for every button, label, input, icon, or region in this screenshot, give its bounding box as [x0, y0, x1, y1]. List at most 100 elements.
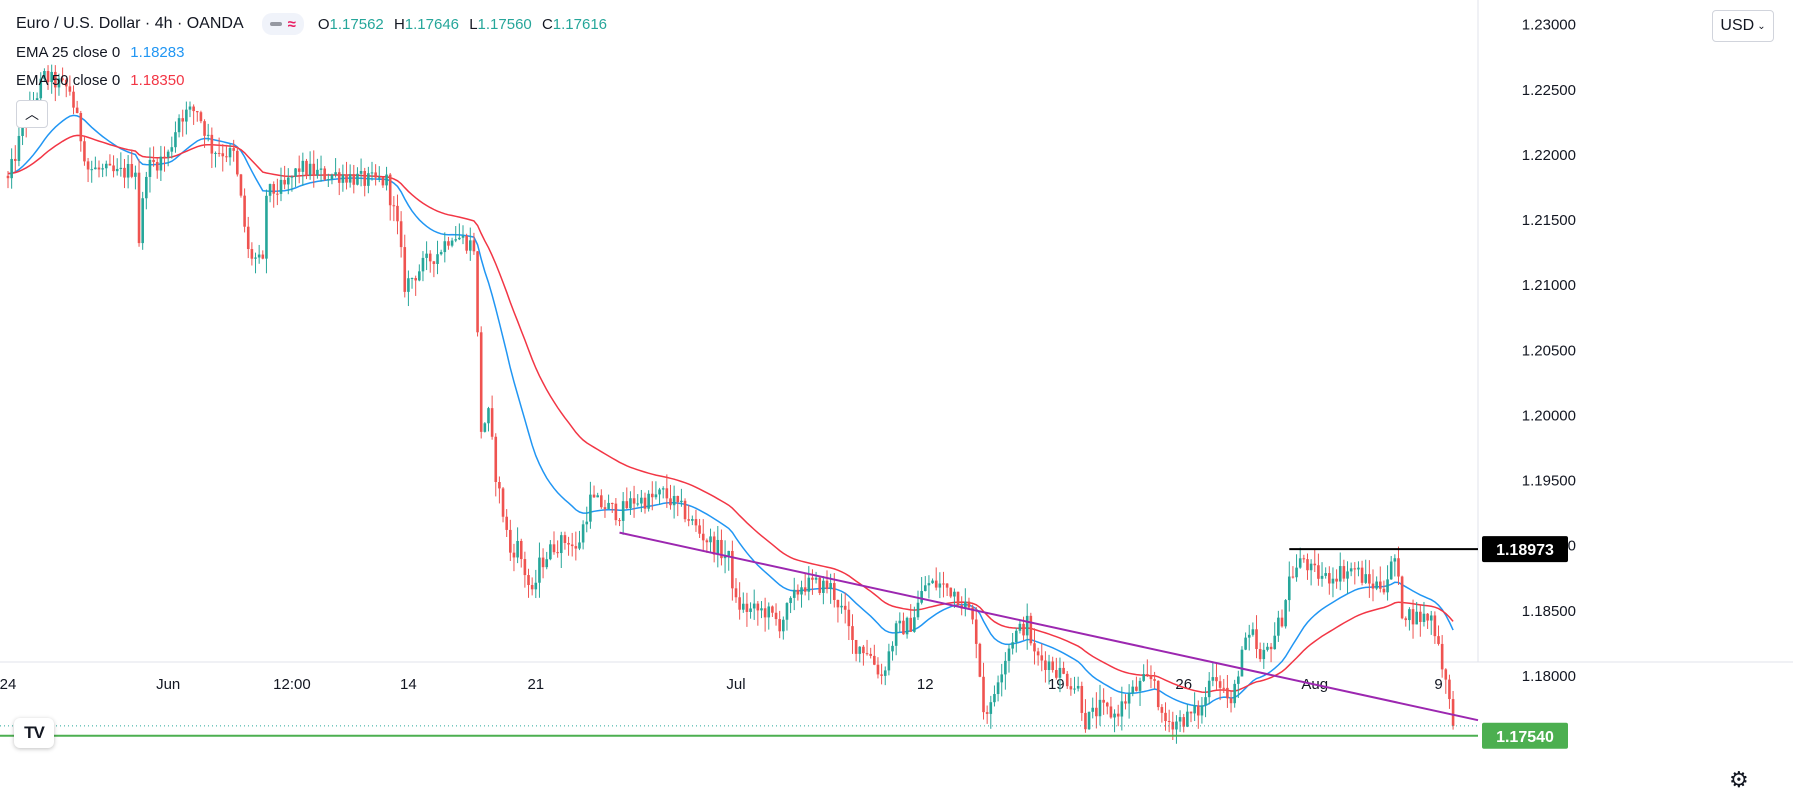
candle-body[interactable] [1073, 688, 1076, 690]
candle-body[interactable] [1160, 707, 1164, 713]
candle-body[interactable] [931, 580, 934, 584]
candle-body[interactable] [1244, 637, 1247, 650]
candle-body[interactable] [538, 557, 541, 583]
candle-body[interactable] [1437, 636, 1440, 644]
candle-body[interactable] [185, 109, 188, 122]
candle-body[interactable] [807, 577, 811, 592]
candle-body[interactable] [993, 694, 996, 703]
candle-body[interactable] [1058, 667, 1062, 678]
candle-body[interactable] [818, 577, 822, 593]
candle-body[interactable] [803, 587, 807, 592]
candle-body[interactable] [290, 176, 294, 178]
candle-body[interactable] [1131, 686, 1135, 694]
candle-body[interactable] [137, 172, 141, 244]
candle-body[interactable] [1116, 713, 1120, 717]
candle-body[interactable] [439, 252, 443, 255]
candle-body[interactable] [61, 78, 64, 80]
candle-body[interactable] [592, 494, 596, 498]
candle-body[interactable] [534, 582, 538, 590]
candle-body[interactable] [1451, 699, 1455, 726]
candle-body[interactable] [694, 519, 698, 526]
candle-body[interactable] [1047, 661, 1051, 670]
candle-body[interactable] [741, 603, 745, 610]
candle-body[interactable] [629, 498, 632, 509]
candle-body[interactable] [614, 503, 618, 521]
candle-body[interactable] [1255, 629, 1258, 650]
candle-body[interactable] [1287, 576, 1291, 601]
candle-body[interactable] [982, 676, 985, 713]
candle-body[interactable] [792, 589, 796, 598]
candle-body[interactable] [927, 583, 931, 586]
candle-body[interactable] [1338, 566, 1342, 582]
candle-body[interactable] [86, 161, 90, 170]
candle-body[interactable] [822, 580, 825, 593]
candle-body[interactable] [600, 495, 603, 508]
candle-body[interactable] [498, 482, 501, 489]
candle-body[interactable] [348, 174, 352, 183]
candle-body[interactable] [385, 174, 388, 186]
candle-body[interactable] [352, 174, 356, 185]
candle-body[interactable] [101, 168, 104, 170]
candle-body[interactable] [388, 174, 392, 206]
candle-body[interactable] [858, 646, 862, 654]
candle-body[interactable] [1342, 566, 1346, 579]
candle-body[interactable] [763, 608, 767, 618]
candle-body[interactable] [1448, 679, 1451, 700]
candle-body[interactable] [967, 601, 971, 608]
candle-body[interactable] [1095, 707, 1098, 717]
candle-body[interactable] [1226, 687, 1229, 699]
candle-body[interactable] [177, 118, 181, 133]
candle-body[interactable] [1178, 717, 1182, 722]
candle-body[interactable] [410, 278, 414, 280]
candle-body[interactable] [796, 589, 800, 595]
candle-body[interactable] [854, 639, 858, 654]
candle-body[interactable] [472, 240, 476, 252]
candle-body[interactable] [898, 620, 902, 624]
candle-body[interactable] [669, 498, 672, 506]
candle-body[interactable] [1153, 679, 1156, 681]
candle-body[interactable] [1382, 588, 1386, 593]
candle-body[interactable] [79, 113, 83, 142]
candle-body[interactable] [370, 172, 374, 174]
candle-body[interactable] [778, 619, 781, 632]
candle-body[interactable] [712, 536, 716, 555]
candle-body[interactable] [232, 148, 235, 151]
candle-body[interactable] [163, 156, 166, 158]
descending-trendline[interactable] [619, 531, 1479, 722]
candle-body[interactable] [1411, 609, 1415, 625]
candle-body[interactable] [286, 177, 290, 185]
candle-body[interactable] [1320, 575, 1324, 579]
candle-body[interactable] [771, 606, 774, 613]
candle-body[interactable] [1277, 617, 1280, 636]
candle-body[interactable] [1422, 613, 1426, 622]
candle-body[interactable] [1328, 573, 1331, 584]
candle-body[interactable] [246, 226, 250, 250]
candle-body[interactable] [1156, 680, 1160, 708]
candle-body[interactable] [330, 174, 334, 180]
candle-body[interactable] [130, 163, 134, 177]
candle-body[interactable] [902, 620, 905, 635]
candle-body[interactable] [989, 702, 993, 714]
candle-body[interactable] [760, 608, 763, 611]
candle-body[interactable] [1069, 686, 1073, 690]
candle-body[interactable] [556, 552, 559, 554]
candle-body[interactable] [374, 172, 377, 178]
candle-body[interactable] [210, 134, 214, 154]
candle-body[interactable] [250, 249, 254, 259]
candle-body[interactable] [479, 332, 483, 432]
candle-body[interactable] [57, 78, 61, 88]
candle-body[interactable] [1138, 680, 1142, 691]
candle-body[interactable] [512, 552, 516, 558]
candle-body[interactable] [956, 591, 960, 606]
candle-body[interactable] [68, 86, 72, 92]
candle-body[interactable] [530, 585, 534, 590]
candle-body[interactable] [97, 167, 101, 170]
ema50-legend-row[interactable]: EMA 50 close 0 1.18350 [16, 66, 613, 94]
candle-body[interactable] [727, 550, 731, 556]
candle-body[interactable] [468, 240, 472, 251]
candle-body[interactable] [243, 195, 246, 227]
candle-body[interactable] [1440, 643, 1444, 670]
candle-body[interactable] [825, 580, 829, 590]
candle-body[interactable] [363, 170, 367, 186]
candle-body[interactable] [1400, 576, 1404, 619]
